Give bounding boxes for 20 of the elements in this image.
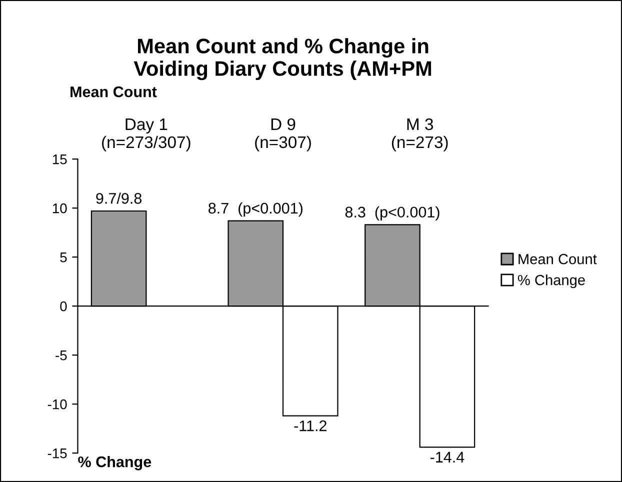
x-tick-label: M 3 (n=273)	[392, 118, 448, 152]
data-label: -14.4	[430, 452, 464, 462]
y-tick-label: -10	[48, 399, 67, 410]
text: % Change	[78, 456, 152, 470]
data-label: 9.7/9.8	[96, 192, 142, 204]
x-tick-label: Day 1 (n=273/307)	[102, 118, 190, 152]
y-tick-label: 15	[52, 154, 67, 164]
y-tick-label: 10	[52, 203, 67, 214]
y-tick-label: -15	[48, 448, 67, 458]
y-tick-label: 0	[60, 301, 67, 312]
y-tick-label: -5	[56, 350, 67, 360]
y-tick-label: 5	[60, 252, 67, 262]
data-label: 8.3 (p<0.001)	[345, 206, 440, 221]
x-tick-label: D 9 (n=307)	[255, 118, 311, 152]
data-label: -11.2	[294, 420, 326, 432]
chart-title: Mean Count and % Change in Voiding Diary Counts (AM+PM	[134, 38, 432, 80]
y-axis-title: Mean Count	[70, 86, 157, 98]
legend-label: Mean Count	[518, 254, 597, 264]
legend-label: % Change	[518, 274, 585, 288]
data-label: 8.7 (p<0.001)	[208, 202, 302, 217]
